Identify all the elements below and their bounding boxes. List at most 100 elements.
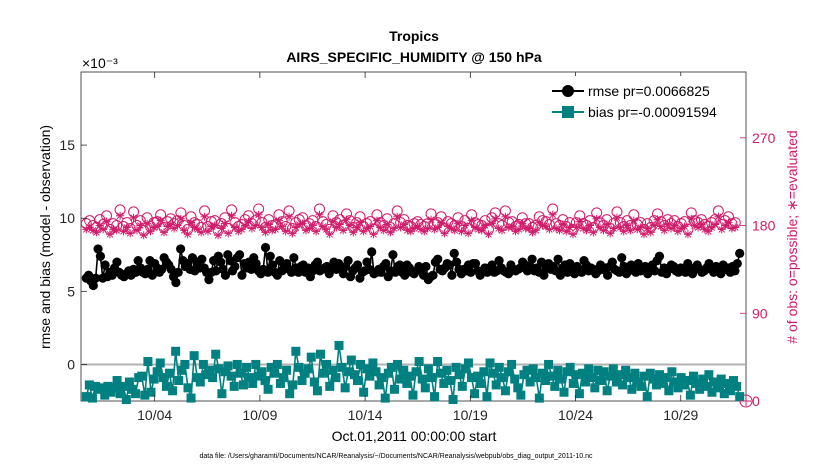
obs-evaluated-point [99, 225, 108, 234]
rmse-point [617, 253, 627, 263]
obs-evaluated-point [454, 219, 463, 228]
obs-evaluated-point [721, 221, 730, 230]
rmse-point [367, 247, 377, 257]
bias-point [186, 393, 196, 403]
bias-point [396, 374, 406, 384]
bias-point [103, 381, 113, 391]
obs-evaluated-point [362, 224, 371, 233]
bias-point [180, 359, 190, 369]
bias-point [473, 371, 483, 381]
rmse-point [470, 258, 481, 269]
obs-evaluated-point [278, 222, 287, 231]
bias-point [309, 377, 319, 387]
obs-evaluated-point [227, 211, 236, 220]
rmse-point [539, 270, 549, 280]
bias-point [152, 367, 162, 377]
bias-point [522, 365, 532, 375]
obs-evaluated-point [193, 225, 202, 234]
obs-evaluated-point [464, 229, 473, 238]
obs-evaluated-point [700, 225, 709, 234]
bias-point [260, 376, 270, 386]
obs-evaluated-point [599, 226, 608, 235]
bias-point [695, 384, 705, 394]
legend-rmse-label: rmse pr=0.0066825 [588, 83, 710, 99]
obs-evaluated-point [677, 224, 686, 233]
obs-evaluated-point [653, 215, 662, 224]
bias-point [581, 377, 591, 387]
obs-evaluated-point [528, 228, 537, 237]
bias-point [87, 393, 97, 403]
obs-evaluated-point [575, 217, 584, 226]
obs-evaluated-point [477, 226, 486, 235]
bias-point [602, 386, 612, 396]
obs-evaluated-point [230, 223, 239, 232]
chart-subtitle: AIRS_SPECIFIC_HUMIDITY @ 150 hPa [286, 49, 542, 65]
obs-evaluated-point [288, 229, 297, 238]
obs-evaluated-point [200, 212, 209, 221]
bias-point [537, 368, 547, 378]
bias-point [146, 387, 156, 397]
bias-point [550, 381, 560, 391]
rmse-point [607, 257, 617, 267]
bias-point [340, 383, 350, 393]
rmse-point [683, 258, 693, 269]
bias-point [359, 387, 369, 397]
bias-point [115, 389, 125, 399]
rmse-point [650, 266, 660, 276]
x-tick-label: 10/04 [137, 407, 172, 423]
obs-evaluated-point [183, 230, 192, 239]
obs-evaluated-point [207, 222, 216, 231]
bias-point [257, 367, 267, 377]
bias-point [704, 370, 714, 380]
obs-evaluated-point [376, 223, 385, 232]
obs-evaluated-point [149, 223, 158, 232]
obs-evaluated-point [301, 226, 310, 235]
obs-evaluated-point [579, 224, 588, 233]
bias-point [235, 368, 245, 378]
rmse-point [147, 270, 157, 280]
obs-evaluated-point [569, 230, 578, 239]
obs-evaluated-point [285, 212, 294, 221]
bias-point [109, 383, 119, 393]
bias-point [531, 373, 541, 383]
obs-evaluated-point [305, 224, 314, 233]
bias-point [131, 389, 141, 399]
bias-point [377, 373, 387, 383]
rmse-point [577, 267, 587, 277]
obs-evaluated-point [214, 231, 223, 240]
bias-point [334, 340, 344, 350]
legend-box [545, 76, 741, 124]
bias-point [291, 346, 301, 356]
obs-evaluated-point [386, 228, 395, 237]
bias-point [593, 365, 603, 375]
bias-point [494, 362, 504, 372]
obs-evaluated-point [153, 222, 162, 231]
bias-point [368, 358, 378, 368]
obs-evaluated-point [372, 216, 381, 225]
bias-point [198, 359, 208, 369]
bias-point [383, 368, 393, 378]
bias-point [544, 359, 554, 369]
bias-point [217, 389, 227, 399]
bias-point [556, 374, 566, 384]
rmse-point [204, 275, 214, 285]
obs-evaluated-point [143, 219, 152, 228]
obs-evaluated-point [609, 224, 618, 233]
bias-point [183, 383, 193, 393]
bias-point [312, 386, 322, 396]
rmse-point [381, 258, 391, 269]
bias-point [386, 362, 396, 372]
bias-point [352, 376, 362, 386]
obs-evaluated-point [660, 226, 669, 235]
bias-point [553, 365, 563, 375]
bias-point [124, 377, 134, 387]
bias-point [275, 378, 285, 388]
obs-evaluated-point [508, 222, 517, 231]
bias-point [436, 368, 446, 378]
y-tick-label: 10 [59, 210, 75, 226]
obs-evaluated-point [450, 226, 459, 235]
obs-evaluated-point [383, 220, 392, 229]
rmse-point [338, 269, 348, 279]
rmse-point [527, 254, 537, 264]
